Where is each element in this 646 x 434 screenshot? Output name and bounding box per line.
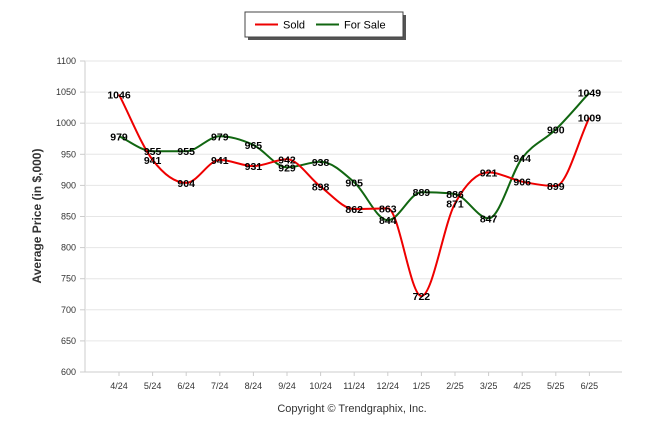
y-tick-label: 700 — [61, 305, 76, 315]
y-tick-label: 800 — [61, 243, 76, 253]
x-tick-label: 5/24 — [144, 381, 162, 391]
data-labels: 1046 941 904 941 931 942 898 862 863 722 871 921 906… — [107, 88, 601, 303]
data-label-sold: 941 — [211, 155, 229, 167]
x-tick-label: 4/25 — [513, 381, 531, 391]
legend-label-sold: Sold — [283, 20, 305, 32]
data-label-for-sale: 929 — [278, 162, 296, 174]
data-label-sold: 1009 — [578, 113, 602, 125]
data-label-sold: 862 — [345, 204, 363, 216]
y-gridlines — [85, 60, 622, 342]
data-label-for-sale: 955 — [177, 146, 195, 158]
series-line-sold — [118, 94, 591, 298]
data-label-sold: 1046 — [107, 90, 131, 102]
data-label-for-sale: 889 — [413, 187, 431, 199]
y-tick-label: 650 — [61, 336, 76, 346]
x-tick-label: 11/24 — [343, 381, 365, 391]
data-label-sold: 863 — [379, 203, 397, 215]
x-tick-label: 9/24 — [278, 381, 296, 391]
y-tick-label: 850 — [61, 212, 76, 222]
y-tick-label: 600 — [61, 367, 76, 377]
x-tick-label: 10/24 — [309, 381, 332, 391]
data-label-for-sale: 955 — [144, 146, 162, 158]
x-tick-label: 1/25 — [413, 381, 431, 391]
y-tick-label: 1000 — [56, 118, 76, 128]
legend-label-for-sale: For Sale — [344, 20, 386, 32]
data-label-for-sale: 847 — [480, 213, 498, 225]
copyright-text: Copyright © Trendgraphix, Inc. — [277, 403, 426, 415]
data-label-for-sale: 905 — [345, 177, 363, 189]
data-label-for-sale: 1049 — [578, 88, 602, 100]
data-label-sold: 899 — [547, 181, 565, 193]
y-tick-label: 950 — [61, 149, 76, 159]
y-tick-label: 1050 — [56, 87, 76, 97]
data-label-for-sale: 944 — [513, 153, 531, 165]
y-tick-label: 750 — [61, 274, 76, 284]
series-lines — [118, 92, 591, 298]
y-axis-title: Average Price (in $,000) — [30, 149, 44, 284]
data-label-sold: 921 — [480, 167, 498, 179]
data-label-for-sale: 979 — [211, 131, 229, 143]
data-label-sold: 722 — [413, 291, 431, 303]
data-label-for-sale: 844 — [379, 215, 397, 227]
data-label-sold: 898 — [312, 182, 330, 194]
x-tick-label: 7/24 — [211, 381, 229, 391]
y-axis-ticks: 600 650 700 750 800 850 900 950 1000 1050 1100 — [56, 56, 85, 377]
data-label-for-sale: 990 — [547, 124, 565, 136]
x-tick-label: 6/25 — [581, 381, 599, 391]
data-label-sold: 904 — [177, 178, 195, 190]
data-label-sold: 906 — [513, 177, 531, 189]
data-label-for-sale: 886 — [446, 189, 464, 201]
y-tick-label: 1100 — [57, 56, 76, 66]
data-label-sold: 871 — [446, 198, 464, 210]
data-label-for-sale: 938 — [312, 157, 330, 169]
data-label-sold: 931 — [245, 161, 263, 173]
data-label-sold: 942 — [278, 154, 296, 166]
y-tick-label: 900 — [61, 180, 76, 190]
x-tick-label: 4/24 — [110, 381, 128, 391]
x-tick-label: 3/25 — [480, 381, 498, 391]
data-label-for-sale: 965 — [245, 140, 263, 152]
x-tick-label: 12/24 — [377, 381, 400, 391]
series-line-for-sale — [118, 92, 591, 222]
legend: Sold For Sale — [244, 11, 406, 40]
x-tick-label: 5/25 — [547, 381, 565, 391]
x-tick-label: 8/24 — [245, 381, 263, 391]
x-tick-label: 6/24 — [177, 381, 195, 391]
x-axis-ticks: 4/24 5/24 6/24 7/24 8/24 9/24 10/24 11/24 12/24 1… — [110, 372, 598, 391]
x-tick-label: 2/25 — [446, 381, 464, 391]
data-label-sold: 941 — [144, 155, 162, 167]
data-label-for-sale: 979 — [110, 131, 128, 143]
